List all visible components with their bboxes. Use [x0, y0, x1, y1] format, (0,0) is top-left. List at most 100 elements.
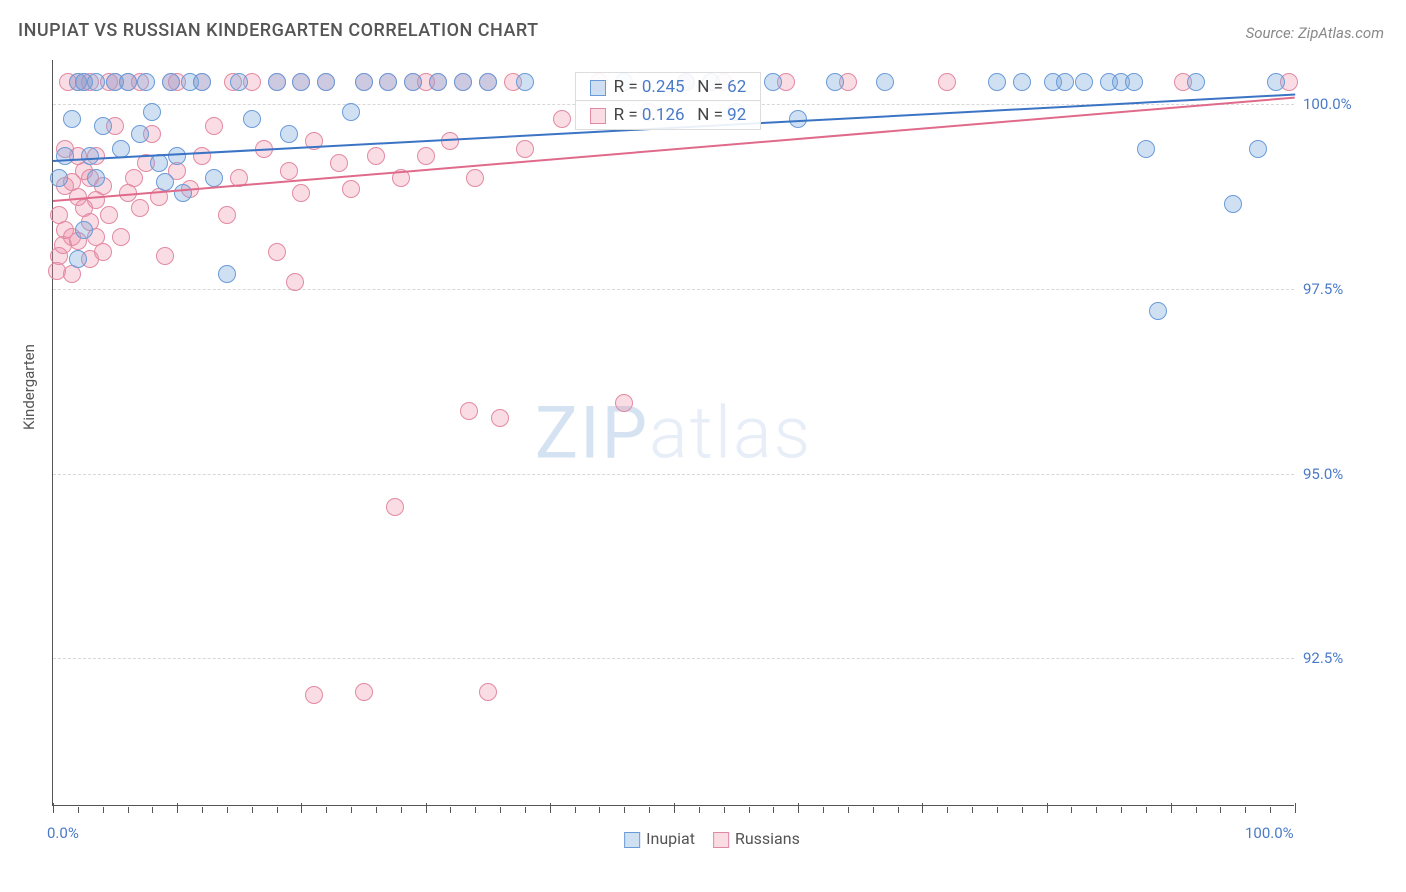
y-tick-label: 95.0%: [1303, 465, 1343, 483]
stat-n-value: 62: [727, 77, 746, 97]
stat-box-inupiat: R = 0.245 N = 62: [575, 72, 762, 102]
inupiat-point: [404, 73, 422, 91]
x-tick-minor: [624, 807, 625, 813]
x-tick-minor: [873, 807, 874, 813]
russians-point: [112, 228, 130, 246]
russians-point: [156, 247, 174, 265]
inupiat-point: [876, 73, 894, 91]
russians-point: [441, 132, 459, 150]
inupiat-point: [292, 73, 310, 91]
russians-point: [268, 243, 286, 261]
x-tick-minor: [575, 807, 576, 813]
russians-legend-label: Russians: [735, 829, 800, 848]
inupiat-point: [112, 140, 130, 158]
russians-point: [125, 169, 143, 187]
inupiat-point: [1013, 73, 1031, 91]
inupiat-point: [379, 73, 397, 91]
x-tick-minor: [128, 807, 129, 813]
inupiat-point: [1249, 140, 1267, 158]
russians-swatch-icon: [590, 108, 606, 124]
gridline: [53, 289, 1294, 290]
russians-point: [292, 184, 310, 202]
russians-point: [131, 199, 149, 217]
x-tick-minor: [326, 807, 327, 813]
inupiat-point: [454, 73, 472, 91]
x-tick-minor: [1245, 807, 1246, 813]
x-tick-minor: [351, 807, 352, 813]
x-tick-major: [674, 803, 675, 813]
x-tick-label: 0.0%: [47, 824, 79, 842]
russians-point: [466, 169, 484, 187]
russians-point: [94, 243, 112, 261]
x-tick-minor: [848, 807, 849, 813]
russians-point: [367, 147, 385, 165]
x-tick-minor: [1270, 807, 1271, 813]
inupiat-point: [50, 169, 68, 187]
x-tick-minor: [1071, 807, 1072, 813]
inupiat-point: [1056, 73, 1074, 91]
stat-r-value: 0.245: [642, 77, 685, 97]
inupiat-point: [1224, 195, 1242, 213]
inupiat-swatch-icon: [590, 80, 606, 96]
inupiat-point: [1187, 73, 1205, 91]
inupiat-point: [516, 73, 534, 91]
russians-point: [460, 402, 478, 420]
inupiat-legend-swatch-icon: [624, 832, 640, 848]
russians-point: [355, 683, 373, 701]
inupiat-point: [174, 184, 192, 202]
inupiat-point: [355, 73, 373, 91]
russians-point: [286, 273, 304, 291]
x-tick-minor: [78, 807, 79, 813]
x-tick-major: [426, 803, 427, 813]
x-tick-major: [1295, 803, 1296, 813]
x-tick-minor: [500, 807, 501, 813]
inupiat-point: [168, 147, 186, 165]
inupiat-point: [479, 73, 497, 91]
x-tick-minor: [277, 807, 278, 813]
x-tick-minor: [152, 807, 153, 813]
source-attribution: Source: ZipAtlas.com: [1246, 24, 1384, 42]
gridline: [53, 658, 1294, 659]
inupiat-point: [150, 154, 168, 172]
russians-point: [615, 394, 633, 412]
russians-point: [218, 206, 236, 224]
inupiat-point: [429, 73, 447, 91]
x-tick-minor: [699, 807, 700, 813]
inupiat-point: [131, 125, 149, 143]
y-axis-label: Kindergarten: [20, 344, 38, 430]
inupiat-point: [56, 147, 74, 165]
russians-point: [938, 73, 956, 91]
x-tick-minor: [525, 807, 526, 813]
x-tick-minor: [376, 807, 377, 813]
x-tick-major: [1047, 803, 1048, 813]
x-tick-minor: [252, 807, 253, 813]
inupiat-point: [317, 73, 335, 91]
x-tick-minor: [898, 807, 899, 813]
russians-point: [280, 162, 298, 180]
inupiat-point: [119, 73, 137, 91]
x-tick-major: [1171, 803, 1172, 813]
y-tick-label: 97.5%: [1303, 280, 1343, 298]
stat-n-label: N =: [697, 105, 727, 125]
inupiat-point: [87, 73, 105, 91]
stat-r-label: R =: [614, 77, 642, 97]
russians-point: [342, 180, 360, 198]
inupiat-point: [1267, 73, 1285, 91]
russians-point: [417, 147, 435, 165]
x-tick-minor: [724, 807, 725, 813]
inupiat-point: [218, 265, 236, 283]
x-tick-major: [922, 803, 923, 813]
russians-point: [491, 409, 509, 427]
x-tick-minor: [997, 807, 998, 813]
chart-container: INUPIAT VS RUSSIAN KINDERGARTEN CORRELAT…: [0, 0, 1406, 892]
x-tick-minor: [202, 807, 203, 813]
x-tick-minor: [749, 807, 750, 813]
stat-spacer: [685, 77, 698, 97]
stat-n-value: 92: [727, 105, 746, 125]
x-tick-minor: [401, 807, 402, 813]
x-tick-minor: [475, 807, 476, 813]
inupiat-point: [205, 169, 223, 187]
x-tick-minor: [773, 807, 774, 813]
gridline: [53, 474, 1294, 475]
x-tick-minor: [649, 807, 650, 813]
